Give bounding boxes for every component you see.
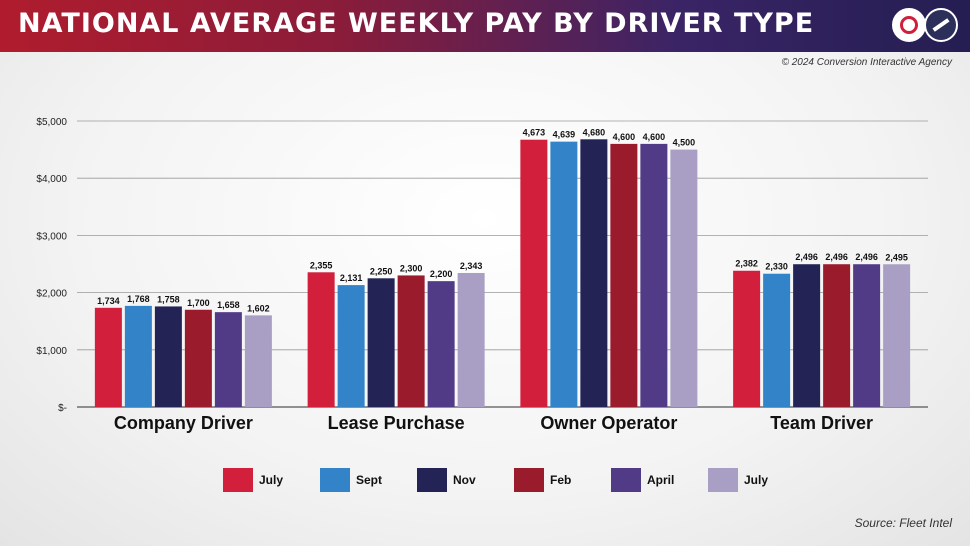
- bar-2-3: [610, 143, 638, 407]
- data-label: 2,496: [855, 252, 878, 262]
- data-label: 2,495: [885, 252, 908, 262]
- legend-label: Nov: [453, 473, 476, 487]
- data-label: 2,330: [765, 262, 788, 272]
- category-label: Owner Operator: [540, 413, 677, 433]
- data-label: 2,250: [370, 266, 393, 276]
- data-label: 1,734: [97, 296, 120, 306]
- legend-swatch-0: [223, 468, 253, 492]
- bar-1-2: [367, 278, 395, 407]
- bar-2-1: [550, 141, 578, 407]
- category-label: Lease Purchase: [328, 413, 465, 433]
- y-axis-ticks: $- $1,000 $2,000 $3,000 $4,000 $5,000: [36, 117, 67, 414]
- data-label: 2,496: [795, 252, 818, 262]
- category-label: Team Driver: [770, 413, 873, 433]
- bar-0-4: [214, 312, 242, 407]
- y-tick-label: $1,000: [36, 346, 67, 357]
- bar-2-5: [670, 149, 698, 407]
- y-tick-label: $2,000: [36, 289, 67, 300]
- legend-label: July: [744, 473, 768, 487]
- data-label: 4,600: [643, 132, 666, 142]
- partner-logo-icon: [924, 8, 958, 42]
- data-label: 2,200: [430, 269, 453, 279]
- data-label: 4,680: [583, 127, 606, 137]
- legend-swatch-2: [417, 468, 447, 492]
- data-label: 2,355: [310, 260, 333, 270]
- bar-1-0: [307, 272, 335, 407]
- brand-logo-icon: [892, 8, 926, 42]
- data-label: 4,500: [673, 138, 696, 148]
- bar-3-1: [763, 273, 791, 407]
- y-tick-label: $-: [58, 403, 67, 414]
- bar-2-2: [580, 139, 608, 407]
- bar-2-4: [640, 143, 668, 407]
- data-label: 1,768: [127, 294, 150, 304]
- bar-0-5: [244, 315, 272, 407]
- bar-1-1: [337, 285, 365, 407]
- legend: July Sept Nov Feb April July: [223, 468, 768, 492]
- y-tick-label: $4,000: [36, 174, 67, 185]
- data-label: 4,639: [553, 130, 576, 140]
- legend-label: Feb: [550, 473, 571, 487]
- legend-label: July: [259, 473, 283, 487]
- header-banner: NATIONAL AVERAGE WEEKLY PAY BY DRIVER TY…: [0, 0, 970, 52]
- bar-3-5: [883, 264, 911, 407]
- category-label: Company Driver: [114, 413, 253, 433]
- bar-0-2: [154, 306, 182, 407]
- data-label: 1,700: [187, 298, 210, 308]
- legend-swatch-4: [611, 468, 641, 492]
- data-label: 2,382: [735, 259, 758, 269]
- category-labels: Company Driver Lease Purchase Owner Operat…: [114, 413, 873, 433]
- bar-2-0: [520, 139, 548, 407]
- data-label: 1,758: [157, 294, 180, 304]
- bars: [94, 139, 911, 407]
- legend-label: Sept: [356, 473, 382, 487]
- data-label: 4,673: [523, 128, 546, 138]
- data-label: 2,496: [825, 252, 848, 262]
- data-label: 2,343: [460, 261, 483, 271]
- bar-0-3: [184, 309, 212, 407]
- data-label: 2,300: [400, 263, 423, 273]
- bar-0-0: [94, 307, 122, 407]
- legend-swatch-1: [320, 468, 350, 492]
- data-label: 1,602: [247, 303, 270, 313]
- bar-3-4: [853, 264, 881, 407]
- legend-label: April: [647, 473, 674, 487]
- legend-swatch-5: [708, 468, 738, 492]
- data-label: 4,600: [613, 132, 636, 142]
- y-tick-label: $3,000: [36, 231, 67, 242]
- y-tick-label: $5,000: [36, 117, 67, 128]
- bar-0-1: [124, 305, 152, 407]
- bar-3-0: [733, 270, 761, 407]
- legend-swatch-3: [514, 468, 544, 492]
- source-note: Source: Fleet Intel: [854, 516, 952, 530]
- data-label: 2,131: [340, 273, 363, 283]
- bar-1-3: [397, 275, 425, 407]
- data-labels: 1,734 1,768 1,758 1,700 1,658 1,602 2,355 2,131…: [97, 127, 908, 313]
- bar-1-5: [457, 272, 485, 407]
- bar-3-3: [823, 264, 851, 407]
- page-title: NATIONAL AVERAGE WEEKLY PAY BY DRIVER TY…: [18, 8, 815, 39]
- copyright-note: © 2024 Conversion Interactive Agency: [781, 57, 952, 68]
- bar-3-2: [793, 264, 821, 407]
- bar-1-4: [427, 281, 455, 407]
- data-label: 1,658: [217, 300, 240, 310]
